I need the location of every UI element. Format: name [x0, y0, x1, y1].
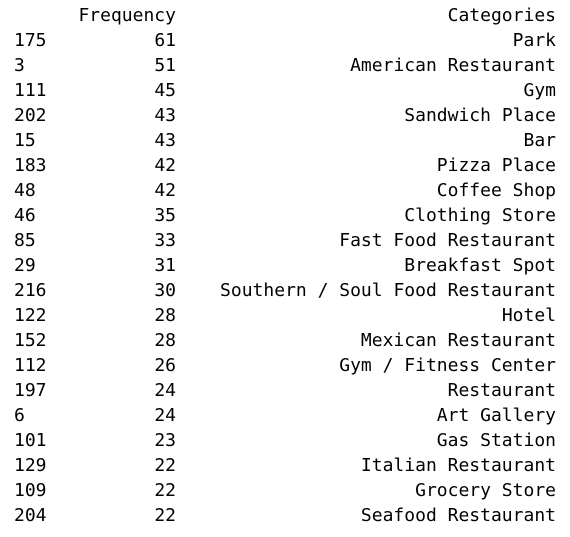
table-row: 197 24 Restaurant	[0, 378, 570, 403]
row-index: 112	[14, 355, 47, 376]
category-cell: American Restaurant	[350, 55, 556, 76]
category-cell: Grocery Store	[415, 480, 556, 501]
category-cell: Coffee Shop	[436, 180, 556, 201]
category-cell: Bar	[523, 130, 556, 151]
frequency-cell: 30	[154, 280, 176, 301]
row-index: 15	[14, 130, 36, 151]
row-index: 101	[14, 430, 47, 451]
frequency-cell: 42	[154, 180, 176, 201]
table-row: 46 35 Clothing Store	[0, 203, 570, 228]
category-cell: Seafood Restaurant	[360, 505, 556, 526]
category-cell: Italian Restaurant	[360, 455, 556, 476]
category-cell: Fast Food Restaurant	[339, 230, 556, 251]
frequency-cell: 33	[154, 230, 176, 251]
table-row: 48 42 Coffee Shop	[0, 178, 570, 203]
frequency-cell: 45	[154, 80, 176, 101]
table-row: 15 43 Bar	[0, 128, 570, 153]
row-index: 204	[14, 505, 47, 526]
row-index: 85	[14, 230, 36, 251]
table-row: 202 43 Sandwich Place	[0, 103, 570, 128]
frequency-cell: 28	[154, 330, 176, 351]
category-cell: Park	[512, 30, 556, 51]
table-row: 152 28 Mexican Restaurant	[0, 328, 570, 353]
category-cell: Clothing Store	[404, 205, 556, 226]
frequency-cell: 43	[154, 130, 176, 151]
row-index: 6	[14, 405, 25, 426]
frequency-cell: 23	[154, 430, 176, 451]
category-cell: Sandwich Place	[404, 105, 556, 126]
table-row: 29 31 Breakfast Spot	[0, 253, 570, 278]
row-index: 175	[14, 30, 47, 51]
frequency-cell: 22	[154, 455, 176, 476]
table-row: 101 23 Gas Station	[0, 428, 570, 453]
row-index: 152	[14, 330, 47, 351]
row-index: 111	[14, 80, 47, 101]
category-cell: Breakfast Spot	[404, 255, 556, 276]
categories-column-header: Categories	[447, 5, 556, 26]
frequency-cell: 24	[154, 405, 176, 426]
table-row: 85 33 Fast Food Restaurant	[0, 228, 570, 253]
frequency-cell: 31	[154, 255, 176, 276]
table-row: 183 42 Pizza Place	[0, 153, 570, 178]
table-row: 111 45 Gym	[0, 78, 570, 103]
frequency-column-header: Frequency	[78, 5, 176, 26]
frequency-cell: 35	[154, 205, 176, 226]
frequency-cell: 42	[154, 155, 176, 176]
frequency-cell: 22	[154, 480, 176, 501]
row-index: 129	[14, 455, 47, 476]
table-row: 6 24 Art Gallery	[0, 403, 570, 428]
frequency-cell: 26	[154, 355, 176, 376]
table-row: 129 22 Italian Restaurant	[0, 453, 570, 478]
row-index: 183	[14, 155, 47, 176]
category-cell: Art Gallery	[436, 405, 556, 426]
category-cell: Pizza Place	[436, 155, 556, 176]
frequency-cell: 22	[154, 505, 176, 526]
category-cell: Gym / Fitness Center	[339, 355, 556, 376]
category-cell: Gym	[523, 80, 556, 101]
frequency-cell: 43	[154, 105, 176, 126]
table-row: 175 61 Park	[0, 28, 570, 53]
frequency-cell: 28	[154, 305, 176, 326]
header-row: Frequency Categories	[0, 3, 570, 28]
row-index: 3	[14, 55, 25, 76]
row-index: 202	[14, 105, 47, 126]
frequency-cell: 61	[154, 30, 176, 51]
row-index: 29	[14, 255, 36, 276]
category-cell: Gas Station	[436, 430, 556, 451]
frequency-cell: 24	[154, 380, 176, 401]
table-row: 112 26 Gym / Fitness Center	[0, 353, 570, 378]
row-index: 109	[14, 480, 47, 501]
category-cell: Southern / Soul Food Restaurant	[220, 280, 556, 301]
table-row: 122 28 Hotel	[0, 303, 570, 328]
row-index: 216	[14, 280, 47, 301]
category-cell: Mexican Restaurant	[360, 330, 556, 351]
row-index: 46	[14, 205, 36, 226]
category-cell: Hotel	[501, 305, 556, 326]
table-row: 3 51 American Restaurant	[0, 53, 570, 78]
table-row: 109 22 Grocery Store	[0, 478, 570, 503]
table-row: 204 22 Seafood Restaurant	[0, 503, 570, 528]
row-index: 197	[14, 380, 47, 401]
row-index: 48	[14, 180, 36, 201]
table-row: 216 30 Southern / Soul Food Restaurant	[0, 278, 570, 303]
row-index: 122	[14, 305, 47, 326]
category-cell: Restaurant	[447, 380, 556, 401]
frequency-cell: 51	[154, 55, 176, 76]
